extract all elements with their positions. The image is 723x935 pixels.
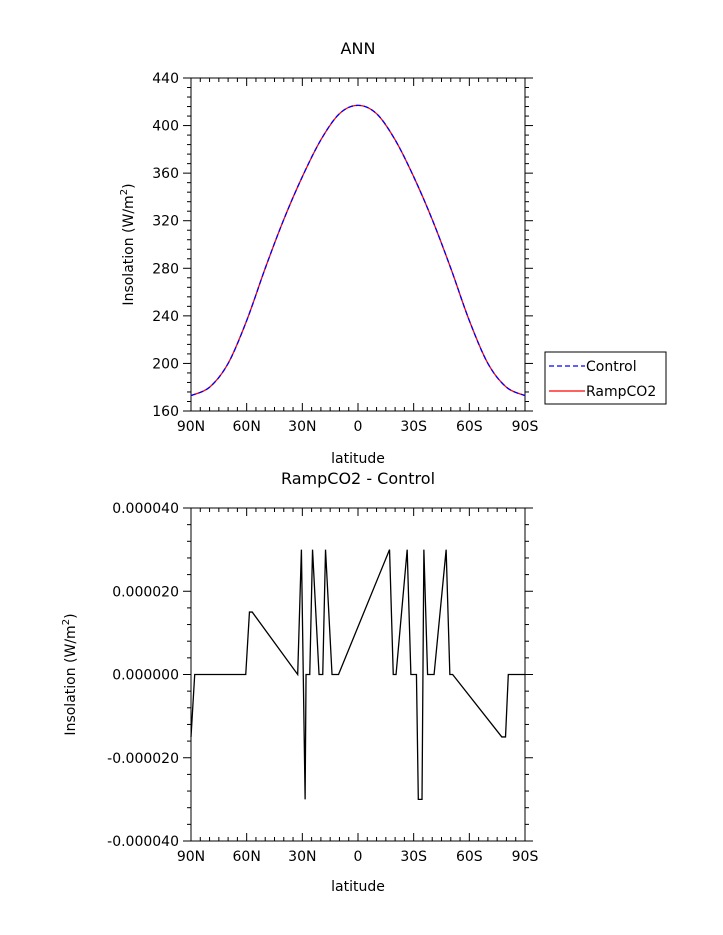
y-axis-label-sup: 2 — [119, 189, 130, 195]
y-axis-label-close: ) — [63, 613, 79, 618]
legend-box — [544, 351, 667, 405]
legend: Control RampCO2 — [544, 351, 667, 405]
x-tick-label-difference: 30N — [288, 849, 316, 865]
plot-frame-annual — [190, 77, 526, 412]
x-tick-label-annual: 90N — [177, 419, 205, 435]
y-tick-label-difference: -0.000020 — [107, 751, 179, 767]
y-tick-label-annual: 440 — [152, 71, 179, 87]
y-tick-label-difference: 0.000040 — [112, 501, 179, 517]
x-tick-label-difference: 0 — [354, 849, 363, 865]
chart-difference-insolation: RampCO2 - Control 90N 60N 30N 0 30S 60S 90S -0.0… — [61, 469, 538, 895]
x-tick-label-annual: 30N — [288, 419, 316, 435]
chart-title-difference: RampCO2 - Control — [281, 469, 435, 488]
x-tick-label-difference: 60N — [233, 849, 261, 865]
y-axis-label-main: Insolation (W/m — [121, 195, 137, 305]
y-tick-label-annual: 320 — [152, 214, 179, 230]
x-tick-label-difference: 60S — [456, 849, 483, 865]
y-axis-label-close: ) — [121, 183, 137, 188]
y-axis-label-main: Insolation (W/m — [63, 625, 79, 735]
x-tick-label-difference: 30S — [400, 849, 427, 865]
series-line-rampco2 — [190, 104, 526, 397]
y-axis-label-difference: Insolation (W/m2) — [61, 613, 79, 735]
y-tick-label-annual: 200 — [152, 356, 179, 372]
y-tick-label-annual: 360 — [152, 166, 179, 182]
y-axis-label-sup: 2 — [61, 619, 72, 625]
y-tick-label-difference: -0.000040 — [107, 834, 179, 850]
y-tick-label-annual: 240 — [152, 309, 179, 325]
series-line-difference — [190, 549, 525, 801]
chart-title-annual: ANN — [341, 39, 376, 58]
y-axis-label-annual: Insolation (W/m2) — [119, 183, 137, 305]
y-tick-label-difference: 0.000000 — [112, 668, 179, 684]
y-tick-label-annual: 400 — [152, 119, 179, 135]
x-tick-label-difference: 90S — [512, 849, 539, 865]
x-tick-label-annual: 60N — [233, 419, 261, 435]
legend-label-rampco2: RampCO2 — [586, 384, 656, 400]
chart-annual-insolation: ANN 90N 60N 30N 0 30S 60S 90S 160 200 240 280 320 360… — [119, 39, 667, 467]
y-tick-label-difference: 0.000020 — [112, 584, 179, 600]
series-line-control — [190, 104, 526, 397]
y-tick-label-annual: 160 — [152, 404, 179, 420]
x-tick-label-difference: 90N — [177, 849, 205, 865]
x-axis-label-annual: latitude — [331, 451, 385, 467]
y-tick-label-annual: 280 — [152, 261, 179, 277]
x-axis-label-difference: latitude — [331, 879, 385, 895]
x-tick-label-annual: 90S — [512, 419, 539, 435]
x-tick-label-annual: 0 — [354, 419, 363, 435]
legend-label-control: Control — [586, 359, 637, 375]
x-tick-label-annual: 60S — [456, 419, 483, 435]
x-tick-label-annual: 30S — [400, 419, 427, 435]
